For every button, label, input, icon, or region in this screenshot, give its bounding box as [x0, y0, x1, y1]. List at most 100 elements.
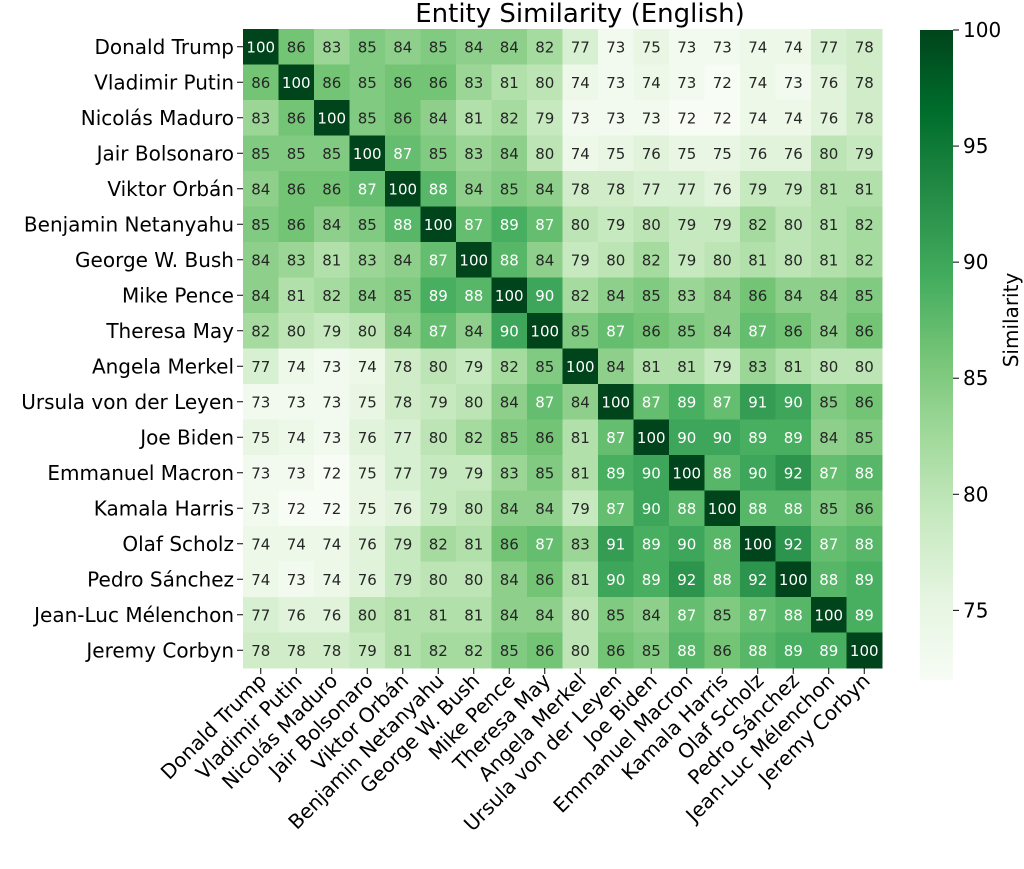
- cell-value: 85: [429, 145, 448, 163]
- heatmap-cell: [740, 206, 776, 243]
- cell-value: 100: [317, 109, 346, 127]
- cell-value: 79: [571, 500, 590, 518]
- cell-value: 82: [571, 287, 590, 305]
- cell-value: 83: [500, 464, 519, 482]
- colorbar: 75 80 85 90 95 100: [920, 18, 1001, 680]
- cell-value: 100: [743, 535, 772, 553]
- cell-value: 82: [464, 642, 483, 660]
- cell-value: 86: [748, 287, 767, 305]
- cell-value: 87: [606, 500, 625, 518]
- cell-value: 74: [322, 571, 341, 589]
- heatmap-cell: [633, 490, 670, 527]
- heatmap-cell: [456, 29, 492, 65]
- colorbar-tick-label: 100: [963, 18, 1001, 42]
- heatmap-cell: [846, 419, 883, 456]
- cell-value: 81: [429, 606, 448, 624]
- heatmap-cell: [633, 171, 670, 207]
- cell-value: 76: [819, 109, 838, 127]
- heatmap-cell: [704, 455, 741, 491]
- heatmap-cell: [349, 64, 386, 101]
- cell-value: 76: [358, 571, 377, 589]
- heatmap-cell: [349, 348, 386, 385]
- cell-value: 80: [535, 145, 554, 163]
- cell-value: 87: [535, 216, 554, 234]
- heatmap-cell: [278, 632, 315, 669]
- cell-value: 85: [358, 38, 377, 56]
- cell-value: 79: [464, 358, 483, 376]
- heatmap-cell: [527, 632, 563, 669]
- heatmap-cell: [314, 242, 350, 278]
- cell-value: 89: [677, 393, 696, 411]
- heatmap-cell: [846, 597, 883, 633]
- heatmap-cell: [811, 64, 847, 101]
- heatmap-cell: [704, 632, 741, 669]
- cell-value: 78: [606, 180, 625, 198]
- heatmap-cell: [527, 277, 563, 314]
- heatmap-cell: [314, 100, 350, 136]
- heatmap-cell: [704, 64, 741, 101]
- cell-value: 78: [393, 358, 412, 376]
- heatmap-cell: [775, 277, 812, 314]
- cell-value: 84: [251, 251, 270, 269]
- heatmap-cell: [811, 526, 847, 562]
- cell-value: 85: [322, 145, 341, 163]
- heatmap-cell: [456, 206, 492, 243]
- heatmap-cell: [243, 313, 279, 349]
- cell-value: 85: [358, 216, 377, 234]
- heatmap-cell: [562, 597, 599, 633]
- heatmap-cell: [420, 277, 457, 314]
- cell-value: 81: [322, 251, 341, 269]
- cell-value: 82: [464, 429, 483, 447]
- heatmap-cell: [811, 490, 847, 527]
- heatmap-cell: [704, 277, 741, 314]
- heatmap-cell: [846, 29, 883, 65]
- heatmap-cell: [243, 632, 279, 669]
- heatmap-cell: [811, 100, 847, 136]
- row-label: Vladimir Putin: [94, 70, 234, 94]
- cell-value: 92: [677, 571, 696, 589]
- colorbar-tick-label: 95: [963, 134, 988, 158]
- heatmap-cell: [420, 419, 457, 456]
- heatmap-cell: [278, 29, 315, 65]
- cell-value: 84: [606, 358, 625, 376]
- cell-value: 92: [784, 464, 803, 482]
- cell-value: 88: [713, 464, 732, 482]
- cell-value: 84: [713, 287, 732, 305]
- heatmap-cell: [385, 206, 421, 243]
- cell-value: 90: [748, 464, 767, 482]
- heatmap-cell: [633, 632, 670, 669]
- cell-value: 72: [322, 500, 341, 518]
- heatmap-cell: [349, 632, 386, 669]
- cell-value: 82: [429, 535, 448, 553]
- cell-value: 84: [393, 251, 412, 269]
- heatmap-cell: [562, 135, 599, 172]
- heatmap-cell: [775, 135, 812, 172]
- heatmap-cell: [243, 64, 279, 101]
- heatmap-cell: [314, 419, 350, 456]
- cell-value: 80: [819, 145, 838, 163]
- heatmap-cell: [456, 313, 492, 349]
- cell-value: 74: [287, 429, 306, 447]
- heatmap-cell: [669, 64, 705, 101]
- heatmap-cell: [278, 100, 315, 136]
- heatmap-cell: [420, 384, 457, 420]
- cell-value: 86: [535, 429, 554, 447]
- cell-value: 89: [429, 287, 448, 305]
- cell-value: 76: [358, 429, 377, 447]
- heatmap-cell: [598, 597, 634, 633]
- heatmap-cell: [278, 419, 315, 456]
- heatmap-cell: [775, 561, 812, 598]
- cell-value: 88: [855, 535, 874, 553]
- heatmap-cell: [775, 490, 812, 527]
- heatmap-cell: [846, 313, 883, 349]
- cell-value: 87: [606, 429, 625, 447]
- heatmap-cell: [846, 348, 883, 385]
- cell-value: 76: [713, 180, 732, 198]
- heatmap-cell: [491, 348, 528, 385]
- cell-value: 80: [535, 74, 554, 92]
- cell-value: 86: [322, 180, 341, 198]
- heatmap-cell: [491, 242, 528, 278]
- cell-value: 74: [251, 571, 270, 589]
- cell-value: 73: [677, 74, 696, 92]
- heatmap-cell: [349, 455, 386, 491]
